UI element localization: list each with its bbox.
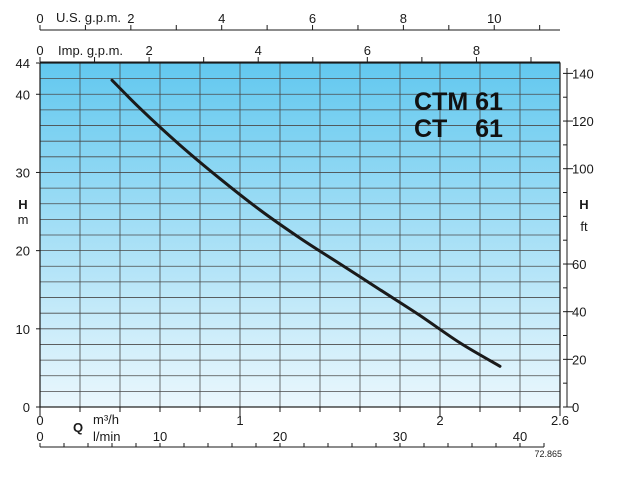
head-ft-tick-label: 140	[572, 66, 594, 81]
flow-m3h-tick-label: 1	[236, 413, 243, 428]
head-ft-tick-label: 0	[572, 400, 579, 415]
head-m-axis: 0 10 20 30 40 44	[16, 56, 40, 415]
flow-lmin-tick-label: 30	[393, 429, 407, 444]
us-gpm-tick-label: 2	[127, 11, 134, 26]
reference-code: 72.865	[534, 449, 562, 459]
plot-frame	[39, 62, 561, 408]
imp-gpm-tick-label: 0	[36, 43, 43, 58]
us-gpm-tick-label: 4	[218, 11, 225, 26]
imp-gpm-tick-label: 8	[473, 43, 480, 58]
us-gpm-tick-label: 6	[309, 11, 316, 26]
performance-curve	[110, 78, 502, 368]
flow-m3h-axis: 0 1 2 2.6	[36, 407, 569, 428]
flow-m3h-tick-label: 0	[36, 413, 43, 428]
head-ft-axis: 0 20 40 60 100 120 140	[563, 66, 594, 415]
us-gpm-label: U.S. g.p.m.	[56, 10, 121, 25]
head-ft-unit: ft	[580, 219, 588, 234]
imp-gpm-label: Imp. g.p.m.	[58, 43, 123, 58]
head-ft-tick-label: 100	[572, 162, 594, 177]
head-m-unit: m	[18, 212, 29, 227]
head-m-tick-label: 20	[16, 244, 30, 259]
flow-q-label: Q	[73, 420, 83, 435]
head-ft-tick-label: 40	[572, 305, 586, 320]
flow-lmin-tick-label: 10	[153, 429, 167, 444]
head-ft-tick-label: 120	[572, 114, 594, 129]
flow-lmin-axis: 0 10 20 30 40	[36, 429, 545, 448]
head-m-title: H	[18, 197, 27, 212]
head-m-tick-label: 40	[16, 87, 30, 102]
flow-m3h-unit: m³/h	[93, 412, 119, 427]
grid-lines	[40, 63, 560, 407]
imp-gpm-tick-label: 6	[364, 43, 371, 58]
head-m-tick-label: 30	[16, 165, 30, 180]
head-ft-tick-label: 20	[572, 352, 586, 367]
imp-gpm-tick-label: 2	[145, 43, 152, 58]
chart-title-line-1: CTM 61	[414, 88, 503, 116]
head-ft-tick-label: 60	[572, 257, 586, 272]
flow-m3h-tick-label: 2.6	[551, 413, 569, 428]
head-m-tick-label: 10	[16, 322, 30, 337]
flow-m3h-tick-label: 2	[436, 413, 443, 428]
head-ft-title: H	[579, 197, 588, 212]
flow-lmin-tick-label: 20	[273, 429, 287, 444]
us-gpm-axis: 0 2 4 6 8 10	[36, 11, 560, 31]
flow-lmin-tick-label: 0	[36, 429, 43, 444]
flow-lmin-unit: l/min	[93, 429, 120, 444]
us-gpm-tick-label: 10	[487, 11, 501, 26]
chart-title-line-2: CT 61	[414, 115, 503, 143]
flow-lmin-tick-label: 40	[513, 429, 527, 444]
imp-gpm-axis: 0 2 4 6 8	[36, 43, 560, 63]
us-gpm-tick-label: 0	[36, 11, 43, 26]
imp-gpm-tick-label: 4	[255, 43, 262, 58]
head-m-tick-label: 0	[23, 400, 30, 415]
us-gpm-tick-label: 8	[400, 11, 407, 26]
head-m-tick-label: 44	[16, 56, 30, 71]
